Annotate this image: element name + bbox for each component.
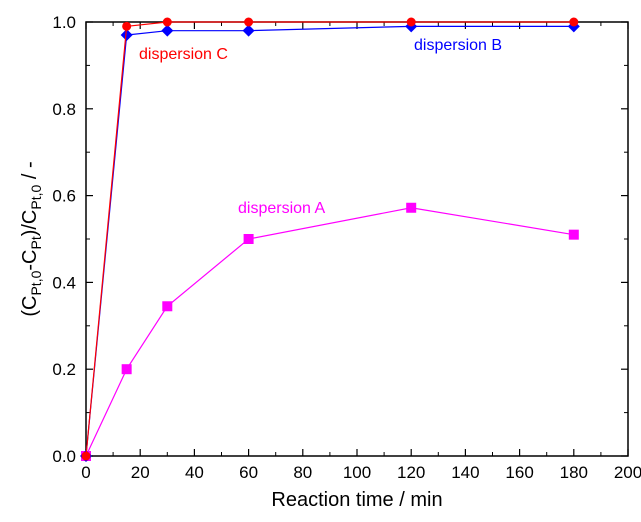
x-tick-label: 200 [614,463,641,482]
series-label: dispersion B [414,37,502,54]
x-tick-label: 80 [293,463,312,482]
series-label: dispersion A [238,200,325,217]
y-tick-label: 1.0 [52,13,76,32]
data-point [162,17,172,27]
series-label: dispersion C [139,46,228,63]
data-point [569,17,579,27]
plot-frame [85,21,629,457]
x-tick-label: 140 [451,463,479,482]
data-point [244,17,254,27]
x-tick-label: 60 [239,463,258,482]
data-point [120,29,133,42]
data-point [121,364,132,375]
series-line [85,25,574,457]
data-point [242,24,255,37]
data-point [243,234,254,244]
x-tick-label: 160 [505,463,533,482]
x-tick-label: 0 [81,463,90,482]
labels-layer: dispersion A dispersion B dispersion C [139,37,502,217]
x-tick-label: 40 [185,463,204,482]
data-point [81,451,91,461]
y-axis-title: (CPt,0-CPt)/CPt,0 / - [19,161,44,316]
series-line [85,21,574,457]
x-tick-label: 120 [397,463,425,482]
y-tick-label: 0.0 [52,447,76,466]
y-tick-label: 0.8 [52,100,76,119]
data-point [406,202,417,213]
y-tick-label: 0.2 [52,360,76,379]
data-point [568,229,579,240]
series-line [85,207,574,457]
series-dispersion-C [81,17,579,461]
data-point [406,17,416,27]
data-point [162,301,173,312]
x-tick-label: 20 [131,463,150,482]
data-point [122,21,132,31]
axes: 0 20 40 60 80 100 120 140 160 180 200 0.0 0.2 0.4 0.6 0… [19,13,641,511]
x-tick-label: 180 [560,463,588,482]
series-dispersion-A [81,202,579,461]
x-axis-title: Reaction time / min [271,489,442,511]
series-dispersion-B [80,20,580,462]
series-layer [80,17,580,462]
y-tick-label: 0.4 [52,273,76,292]
x-tick-label: 100 [343,463,371,482]
y-tick-label: 0.6 [52,187,76,206]
data-point [161,24,174,37]
